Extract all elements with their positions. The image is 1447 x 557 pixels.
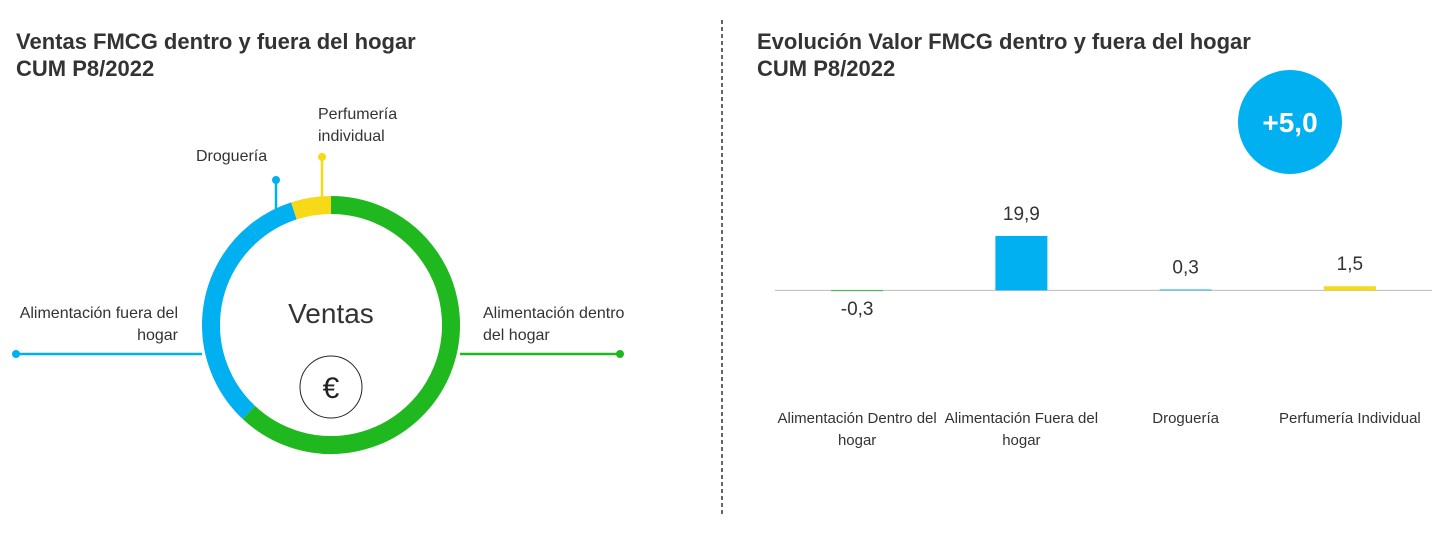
donut-segment bbox=[202, 225, 261, 420]
bar bbox=[1323, 286, 1376, 291]
callout-dot bbox=[12, 350, 20, 358]
left-title: Ventas FMCG dentro y fuera del hogar bbox=[16, 29, 416, 54]
bar bbox=[831, 290, 884, 292]
value-label: 19,9 bbox=[1003, 204, 1040, 225]
bar bbox=[995, 235, 1048, 291]
category-label: Perfumería Individual bbox=[1279, 410, 1421, 427]
value-label: -0,3 bbox=[841, 299, 874, 320]
donut-segment bbox=[248, 202, 297, 240]
callout-label: Alimentación dentro del hogar bbox=[483, 305, 625, 344]
callout-label: Droguería bbox=[196, 148, 268, 165]
callout-label: Perfumería individual bbox=[318, 106, 398, 145]
euro-icon-ring bbox=[299, 355, 363, 419]
donut-segment bbox=[291, 196, 332, 220]
left-subtitle: CUM P8/2022 bbox=[16, 56, 155, 81]
total-badge bbox=[1238, 70, 1342, 174]
bar bbox=[1159, 289, 1212, 291]
category-label: Alimentación Fuera del hogar bbox=[944, 410, 1099, 449]
euro-icon: € bbox=[323, 372, 340, 405]
callout-dot bbox=[272, 176, 280, 184]
value-label: 1,5 bbox=[1337, 254, 1363, 275]
callout-dot bbox=[318, 153, 326, 161]
callout-dot bbox=[616, 350, 624, 358]
right-title: Evolución Valor FMCG dentro y fuera del … bbox=[757, 29, 1251, 54]
category-label: Droguería bbox=[1152, 410, 1219, 427]
center-label: Ventas bbox=[288, 298, 374, 329]
right-subtitle: CUM P8/2022 bbox=[757, 56, 896, 81]
callout-label: Alimentación fuera del hogar bbox=[19, 305, 178, 344]
category-label: Alimentación Dentro del hogar bbox=[777, 410, 937, 449]
value-label: 0,3 bbox=[1172, 258, 1198, 279]
total-label: +5,0 bbox=[1262, 107, 1317, 138]
donut-segment bbox=[242, 196, 460, 454]
